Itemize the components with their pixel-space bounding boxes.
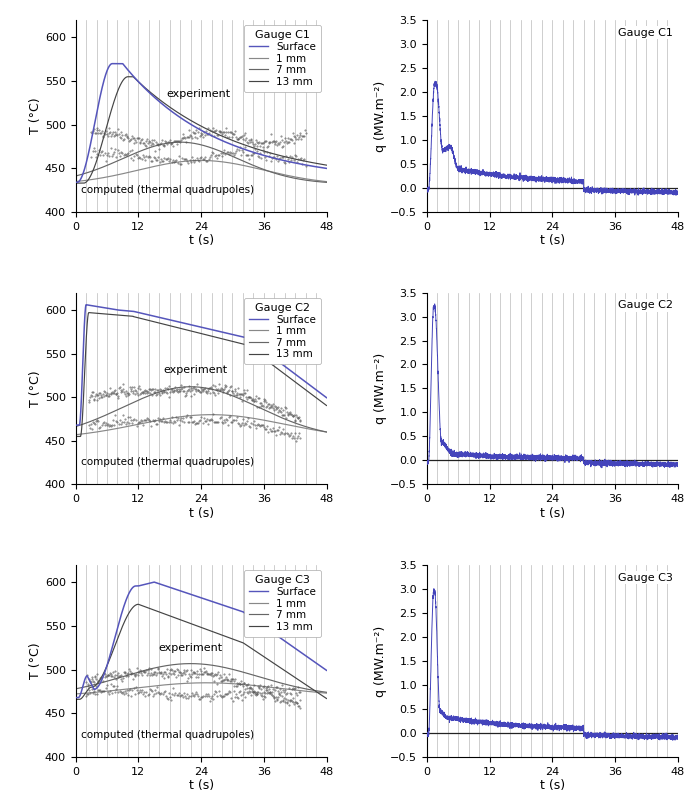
Legend: Surface, 1 mm, 7 mm, 13 mm: Surface, 1 mm, 7 mm, 13 mm [244, 26, 321, 92]
Legend: Surface, 1 mm, 7 mm, 13 mm: Surface, 1 mm, 7 mm, 13 mm [244, 298, 321, 364]
X-axis label: t (s): t (s) [539, 235, 565, 248]
Text: Gauge C1: Gauge C1 [618, 28, 673, 38]
Legend: Surface, 1 mm, 7 mm, 13 mm: Surface, 1 mm, 7 mm, 13 mm [244, 570, 321, 637]
X-axis label: t (s): t (s) [539, 507, 565, 520]
Y-axis label: q (MW.m⁻²): q (MW.m⁻²) [374, 80, 387, 151]
X-axis label: t (s): t (s) [189, 507, 214, 520]
Text: experiment: experiment [166, 89, 230, 99]
Text: computed (thermal quadrupoles): computed (thermal quadrupoles) [80, 457, 254, 467]
Y-axis label: T (°C): T (°C) [29, 370, 42, 407]
Text: computed (thermal quadrupoles): computed (thermal quadrupoles) [80, 185, 254, 195]
X-axis label: t (s): t (s) [189, 779, 214, 792]
Text: experiment: experiment [164, 365, 228, 375]
Text: Gauge C2: Gauge C2 [618, 300, 673, 310]
Y-axis label: q (MW.m⁻²): q (MW.m⁻²) [374, 626, 387, 697]
Y-axis label: q (MW.m⁻²): q (MW.m⁻²) [374, 353, 387, 424]
Text: computed (thermal quadrupoles): computed (thermal quadrupoles) [80, 730, 254, 740]
Text: experiment: experiment [158, 643, 223, 654]
Y-axis label: T (°C): T (°C) [29, 98, 42, 135]
X-axis label: t (s): t (s) [189, 235, 214, 248]
Text: Gauge C3: Gauge C3 [618, 573, 673, 582]
X-axis label: t (s): t (s) [539, 779, 565, 792]
Y-axis label: T (°C): T (°C) [29, 642, 42, 679]
